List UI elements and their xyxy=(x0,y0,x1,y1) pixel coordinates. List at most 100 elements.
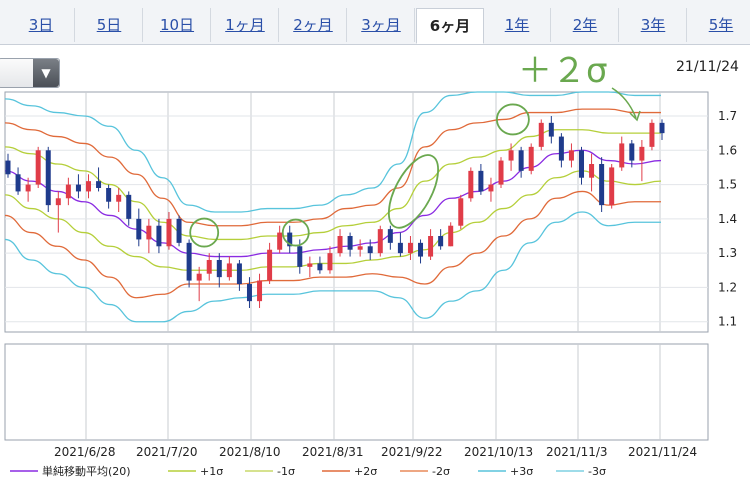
candle-body xyxy=(297,246,303,267)
legend-label: -1σ xyxy=(277,465,295,478)
period-tabs: 3日 5日 10日 1ヶ月 2ヶ月 3ヶ月 6ヶ月 1年 2年 3年 5年 xyxy=(0,0,750,45)
candle-body xyxy=(589,164,595,178)
chevron-down-icon[interactable]: ▼ xyxy=(33,59,59,87)
x-tick-label: 2021/11/24 xyxy=(628,445,697,459)
tab-5[interactable]: 3ヶ月 xyxy=(348,8,415,42)
candle-body xyxy=(166,218,172,247)
legend-label: +2σ xyxy=(354,465,377,478)
highlight-circles xyxy=(189,103,530,248)
candle-body xyxy=(548,122,554,137)
candle-body xyxy=(579,150,585,178)
candle-body xyxy=(558,136,564,161)
highlight-circle xyxy=(387,154,439,229)
candle-body xyxy=(528,146,534,171)
highlight-circle xyxy=(189,217,220,248)
tab-4[interactable]: 2ヶ月 xyxy=(280,8,347,42)
annotation-text: ＋２σ xyxy=(518,51,608,91)
annotation-arrowhead xyxy=(629,110,641,122)
candle-body xyxy=(106,188,112,202)
candle-body xyxy=(397,242,403,254)
tab-8[interactable]: 2年 xyxy=(552,8,619,42)
tab-1[interactable]: 5日 xyxy=(76,8,143,42)
candle-body xyxy=(428,236,434,257)
legend-label: +3σ xyxy=(510,465,533,478)
candle-body xyxy=(538,122,544,147)
candle-body xyxy=(287,232,293,247)
candle-body xyxy=(116,194,122,202)
x-tick-label: 2021/7/20 xyxy=(136,445,198,459)
candle-body xyxy=(478,170,484,192)
candle-body xyxy=(277,232,283,250)
band-m2 xyxy=(4,190,661,299)
candle-body xyxy=(126,194,132,219)
candle-body xyxy=(649,122,655,147)
candle-body xyxy=(246,284,252,302)
annotation-arrow xyxy=(611,87,637,119)
x-tick-label: 2021/8/10 xyxy=(219,445,281,459)
candle-body xyxy=(257,280,263,302)
y-tick-label: 1.1 xyxy=(718,315,737,329)
candle-body xyxy=(418,242,424,257)
band-m1 xyxy=(4,170,662,271)
candle-body xyxy=(206,260,212,274)
tab-10[interactable]: 5年 xyxy=(688,8,750,42)
chart-range-select[interactable]: ▼ xyxy=(0,58,60,88)
tab-9[interactable]: 3年 xyxy=(620,8,687,42)
candle-body xyxy=(176,218,182,243)
candle-body xyxy=(357,246,363,250)
legend-label: 単純移動平均(20) xyxy=(42,464,131,478)
candle-body xyxy=(146,225,152,240)
candle-body xyxy=(45,150,51,206)
candle-body xyxy=(85,181,91,192)
tab-3[interactable]: 1ヶ月 xyxy=(212,8,279,42)
candle-body xyxy=(438,236,444,247)
x-tick-label: 2021/11/3 xyxy=(546,445,608,459)
tab-6[interactable]: 6ヶ月 xyxy=(416,8,484,44)
tab-2[interactable]: 10日 xyxy=(144,8,211,42)
candle-body xyxy=(518,150,524,171)
candle-body xyxy=(659,122,665,134)
candle-body xyxy=(196,273,202,281)
candle-body xyxy=(96,181,102,188)
y-tick-label: 1.5 xyxy=(718,178,737,192)
legend-label: -3σ xyxy=(588,465,606,478)
current-date: 21/11/24 xyxy=(676,59,739,75)
candle-body xyxy=(226,263,232,278)
chart-grid xyxy=(4,91,709,441)
candle-body xyxy=(317,263,323,271)
tab-7[interactable]: 1年 xyxy=(484,8,551,42)
band-m3 xyxy=(4,211,661,323)
highlight-circle xyxy=(281,218,310,247)
candlesticks xyxy=(5,116,665,308)
candle-body xyxy=(136,218,142,240)
legend-label: -2σ xyxy=(432,465,450,478)
candle-body xyxy=(307,263,313,267)
x-axis: 2021/6/28 2021/7/20 2021/8/10 2021/8/31 2021… xyxy=(54,445,697,459)
candle-body xyxy=(5,160,11,175)
candle-body xyxy=(337,236,343,254)
y-axis: 1.1 1.2 1.3 1.4 1.5 1.6 1.7 xyxy=(718,109,737,329)
band-sma xyxy=(4,149,662,258)
plot-frame xyxy=(4,91,709,333)
candle-body xyxy=(65,184,71,199)
candle-body xyxy=(15,174,21,192)
candle-body xyxy=(488,184,494,192)
sigma-annotation: ＋２σ xyxy=(518,51,641,122)
candle-body xyxy=(267,249,273,281)
candle-body xyxy=(458,198,464,226)
candle-body xyxy=(55,198,61,206)
lower-panel-frame xyxy=(4,343,709,441)
candle-body xyxy=(377,229,383,254)
y-tick-label: 1.4 xyxy=(718,212,737,226)
candle-body xyxy=(387,229,393,243)
candle-body xyxy=(508,150,514,161)
y-tick-label: 1.2 xyxy=(718,280,737,294)
candle-body xyxy=(498,160,504,185)
candle-body xyxy=(448,225,454,247)
candle-body xyxy=(75,184,81,192)
x-tick-label: 2021/6/28 xyxy=(54,445,116,459)
candle-body xyxy=(327,253,333,271)
legend-label: +1σ xyxy=(200,465,223,478)
tab-0[interactable]: 3日 xyxy=(8,8,75,42)
